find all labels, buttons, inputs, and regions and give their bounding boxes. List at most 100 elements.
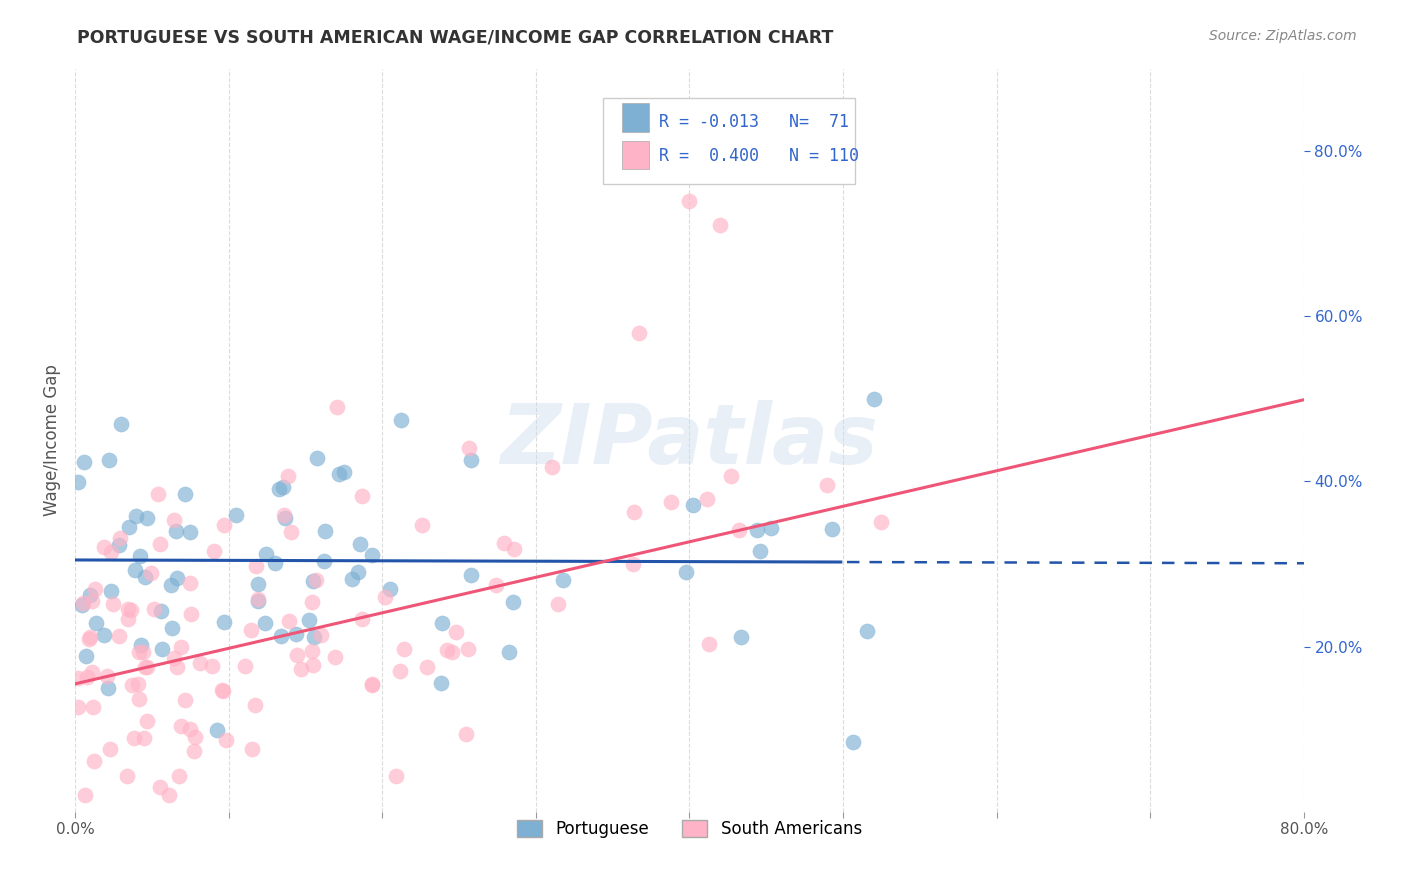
Point: [93, 540, 115, 554]
Point: [173, 693, 195, 707]
Point: [149, 780, 172, 794]
Point: [246, 576, 269, 591]
Point: [179, 525, 201, 540]
Point: [180, 607, 202, 622]
Bar: [621, 141, 650, 169]
Point: [84, 615, 107, 630]
Point: [841, 734, 863, 748]
Point: [326, 401, 349, 415]
Point: [458, 441, 481, 455]
Point: [389, 413, 412, 427]
Point: [332, 465, 354, 479]
Point: [302, 630, 325, 644]
Point: [436, 643, 458, 657]
Point: [502, 595, 524, 609]
Point: [385, 769, 408, 783]
Point: [457, 642, 479, 657]
Point: [394, 642, 416, 657]
Point: [211, 682, 233, 697]
Point: [246, 594, 269, 608]
FancyBboxPatch shape: [603, 98, 855, 184]
Point: [302, 657, 325, 672]
Point: [134, 731, 156, 745]
Point: [160, 578, 183, 592]
Point: [110, 531, 132, 545]
Bar: [621, 103, 650, 132]
Point: [76, 670, 98, 684]
Point: [432, 616, 454, 631]
Point: [247, 592, 270, 607]
Point: [697, 637, 720, 651]
Point: [411, 517, 433, 532]
Point: [115, 769, 138, 783]
Point: [709, 219, 731, 233]
Point: [340, 572, 363, 586]
Point: [314, 524, 336, 538]
Point: [696, 491, 718, 506]
Point: [149, 537, 172, 551]
Point: [165, 524, 187, 538]
Point: [492, 536, 515, 550]
Point: [243, 698, 266, 712]
Point: [273, 508, 295, 523]
Point: [240, 741, 263, 756]
Point: [125, 509, 148, 524]
Point: [759, 521, 782, 535]
Point: [93, 627, 115, 641]
Point: [503, 542, 526, 557]
Point: [128, 645, 150, 659]
Point: [290, 662, 312, 676]
Point: [285, 627, 308, 641]
Point: [128, 691, 150, 706]
Point: [107, 629, 129, 643]
Point: [124, 563, 146, 577]
Point: [212, 518, 235, 533]
Point: [107, 538, 129, 552]
Point: [136, 714, 159, 728]
Point: [456, 727, 478, 741]
Point: [134, 660, 156, 674]
Point: [815, 478, 838, 492]
Point: [79, 588, 101, 602]
Point: [146, 487, 169, 501]
Legend: Portuguese, South Americans: Portuguese, South Americans: [510, 813, 869, 845]
Point: [98, 742, 121, 756]
Point: [118, 520, 141, 534]
Point: [460, 453, 482, 467]
Point: [856, 624, 879, 638]
Point: [360, 678, 382, 692]
Point: [682, 498, 704, 512]
Point: [277, 615, 299, 629]
Point: [305, 451, 328, 466]
Point: [179, 722, 201, 736]
Point: [170, 640, 193, 655]
Point: [659, 495, 682, 509]
Point: [157, 789, 180, 803]
Point: [166, 660, 188, 674]
Point: [73, 455, 96, 469]
Point: [720, 469, 742, 483]
Point: [80, 594, 103, 608]
Point: [127, 677, 149, 691]
Point: [201, 659, 224, 673]
Text: Source: ZipAtlas.com: Source: ZipAtlas.com: [1209, 29, 1357, 43]
Point: [184, 730, 207, 744]
Point: [97, 681, 120, 695]
Point: [285, 648, 308, 662]
Point: [233, 658, 256, 673]
Point: [98, 452, 121, 467]
Point: [551, 573, 574, 587]
Point: [460, 567, 482, 582]
Point: [67, 475, 90, 490]
Point: [170, 718, 193, 732]
Point: [271, 481, 294, 495]
Point: [190, 656, 212, 670]
Point: [352, 490, 374, 504]
Point: [214, 615, 236, 629]
Point: [678, 194, 700, 208]
Point: [245, 559, 267, 574]
Point: [117, 612, 139, 626]
Point: [129, 638, 152, 652]
Point: [239, 624, 262, 638]
Point: [121, 678, 143, 692]
